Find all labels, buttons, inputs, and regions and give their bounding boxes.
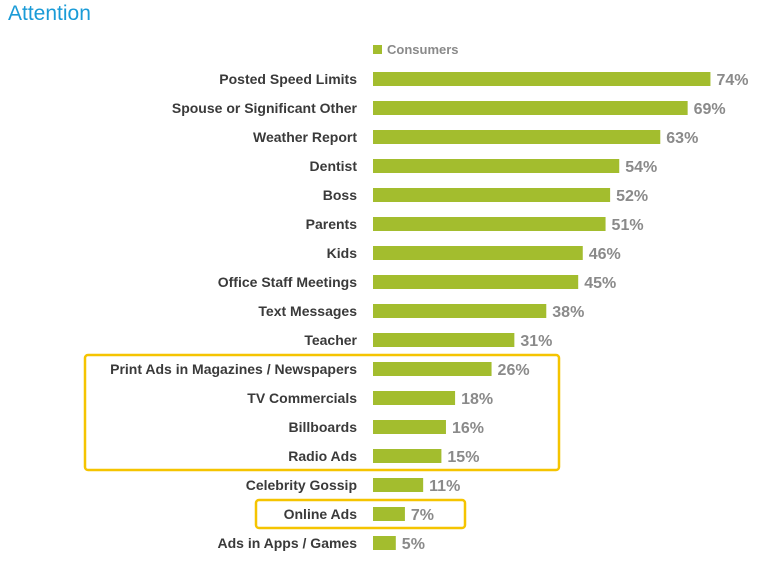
bar	[373, 333, 515, 347]
chart-title: Attention	[8, 2, 91, 25]
data-label: 38%	[552, 304, 584, 321]
data-label: 63%	[666, 130, 698, 147]
legend-label: Consumers	[387, 42, 459, 57]
bar	[373, 478, 424, 492]
data-label: 31%	[520, 333, 552, 350]
category-label: Weather Report	[253, 129, 357, 145]
category-label: Billboards	[289, 419, 358, 435]
bar	[373, 246, 583, 260]
bar	[373, 275, 579, 289]
category-label: Spouse or Significant Other	[172, 100, 358, 116]
category-label: Boss	[323, 187, 357, 203]
bar	[373, 188, 611, 202]
highlight-boxes	[83, 353, 561, 530]
data-label: 11%	[429, 478, 460, 495]
bar	[373, 304, 547, 318]
bar	[373, 159, 620, 173]
data-label: 15%	[447, 449, 479, 466]
data-label: 69%	[694, 101, 726, 118]
data-label: 52%	[616, 188, 648, 205]
data-label: 26%	[498, 362, 530, 379]
data-label: 45%	[584, 275, 616, 292]
legend: Consumers	[373, 42, 459, 57]
data-label: 51%	[612, 217, 644, 234]
category-label: Posted Speed Limits	[219, 71, 357, 87]
category-label: Text Messages	[258, 303, 357, 319]
category-label: Radio Ads	[288, 448, 357, 464]
category-label: Print Ads in Magazines / Newspapers	[110, 361, 357, 377]
category-label: Celebrity Gossip	[246, 477, 357, 493]
bar	[373, 391, 456, 405]
bar	[373, 130, 661, 144]
highlight-box	[83, 353, 561, 472]
highlight-box	[254, 498, 467, 530]
category-label: Kids	[327, 245, 358, 261]
bar	[373, 507, 405, 521]
legend-swatch	[373, 45, 382, 54]
bar	[373, 449, 442, 463]
category-label: Online Ads	[284, 506, 358, 522]
category-label: Parents	[306, 216, 358, 232]
category-label: Office Staff Meetings	[218, 274, 357, 290]
data-label: 54%	[625, 159, 657, 176]
category-label: Dentist	[310, 158, 358, 174]
category-label: TV Commercials	[247, 390, 357, 406]
bar	[373, 536, 396, 550]
bar	[373, 420, 446, 434]
data-label: 5%	[402, 536, 425, 553]
data-label: 7%	[411, 507, 434, 524]
data-label: 46%	[589, 246, 621, 263]
bar	[373, 217, 606, 231]
data-label: 16%	[452, 420, 484, 437]
bar	[373, 101, 688, 115]
bars: Posted Speed Limits 74% Spouse or Signific…	[110, 71, 748, 553]
category-label: Ads in Apps / Games	[217, 535, 357, 551]
bar	[373, 362, 492, 376]
category-label: Teacher	[304, 332, 357, 348]
bar	[373, 72, 711, 86]
data-label: 74%	[716, 72, 748, 89]
data-label: 18%	[461, 391, 493, 408]
